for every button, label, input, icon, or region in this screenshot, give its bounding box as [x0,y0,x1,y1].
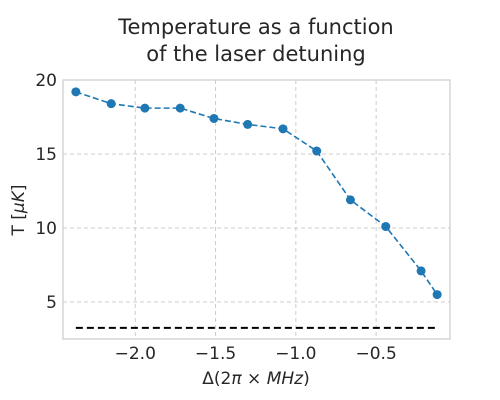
temperature-series-line [76,92,437,295]
data-point [71,87,80,96]
data-point [107,99,116,108]
x-tick-label: −1.5 [195,344,236,364]
data-point [381,222,390,231]
x-tick-label: −2.0 [115,344,156,364]
x-tick-label: −0.5 [355,344,396,364]
data-point [433,290,442,299]
y-tick-label: 5 [46,293,57,313]
x-axis-label: Δ(2π × MHz) [202,369,309,389]
data-point [243,120,252,129]
data-point [209,114,218,123]
x-axis-label-part-4: MHz [267,369,304,389]
y-tick-label: 15 [35,145,57,165]
grid [63,80,450,339]
chart-title: Temperature as a function of the laser d… [117,15,394,66]
y-axis-label-part-2: μK [9,189,29,214]
x-axis-ticks: −2.0 −1.5 −1.0 −0.5 [115,344,397,364]
plot-frame [63,80,450,339]
data-point [346,195,355,204]
data-point [278,124,287,133]
data-point [176,104,185,113]
chart-title-line-1: Temperature as a function [117,15,394,39]
y-tick-label: 10 [35,219,57,239]
data-point [312,147,321,156]
y-axis-label-part-1: T [ [9,213,29,236]
y-tick-label: 20 [35,71,57,91]
y-axis-label: T [μK] [9,184,29,236]
data-point [417,266,426,275]
data-point [140,104,149,113]
chart-title-line-2: of the laser detuning [146,42,366,66]
y-axis-label-part-3: ] [9,184,29,191]
x-axis-label-part-5: ) [303,369,310,389]
plot-series [71,87,441,328]
y-axis-ticks: 5 10 15 20 [35,71,57,313]
x-axis-label-part-3: × [242,369,267,389]
x-tick-label: −1.0 [275,344,316,364]
x-axis-label-part-1: Δ(2 [202,369,231,389]
